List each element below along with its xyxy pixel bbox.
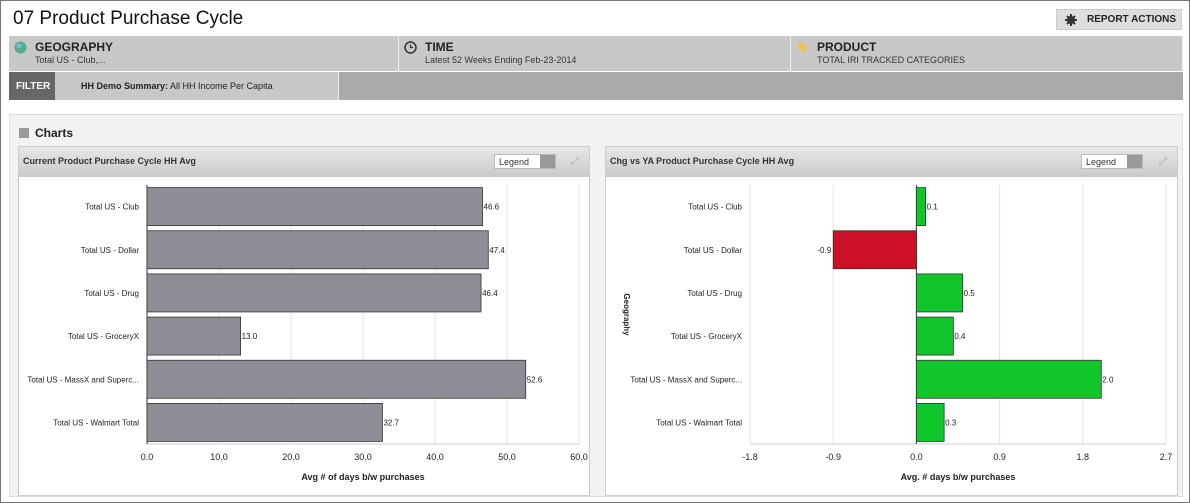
- bar: [915, 187, 927, 226]
- data-label: 52.6: [527, 375, 543, 384]
- filter-item[interactable]: HH Demo Summary: All HH Income Per Capit…: [55, 72, 339, 100]
- chevron-down-icon: [540, 155, 555, 168]
- category-label: Total US - Club: [85, 203, 139, 212]
- time-label: TIME: [425, 40, 454, 54]
- category-label: Total US - GroceryX: [68, 332, 140, 341]
- data-label: 0.3: [945, 418, 957, 427]
- chart-title: Current Product Purchase Cycle HH Avg: [23, 156, 196, 166]
- data-label: 0.4: [954, 332, 966, 341]
- geography-value: Total US - Club,...: [35, 55, 106, 65]
- geography-selector[interactable]: GEOGRAPHY Total US - Club,...: [9, 36, 399, 71]
- report-actions-label: REPORT ACTIONS: [1087, 14, 1177, 25]
- bar: [915, 403, 945, 442]
- data-label: -0.9: [817, 246, 831, 255]
- filter-key: HH Demo Summary:: [81, 81, 169, 91]
- chart-panel-current: Current Product Purchase Cycle HH Avg Le…: [18, 146, 590, 496]
- chart-change: -1.8 -0.9 0.0 0.9 1.8 2.7 Total US - Club 0.1 To…: [622, 185, 1173, 482]
- category-label: Total US - Drug: [84, 289, 139, 298]
- product-value: TOTAL IRI TRACKED CATEGORIES: [817, 55, 966, 65]
- data-label: 0.5: [964, 289, 976, 298]
- bar: [915, 316, 954, 356]
- data-label: 46.4: [482, 289, 498, 298]
- y-axis-title: Geography: [622, 293, 631, 336]
- data-label: 47.4: [489, 246, 505, 255]
- chart-current: 0.0 10.0 20.0 30.0 40.0 50.0 60.0 Total US - Cl…: [27, 185, 588, 482]
- report-actions-button[interactable]: REPORT ACTIONS: [1056, 9, 1182, 30]
- tick-label: 1.8: [1077, 452, 1090, 462]
- charts-title: Charts: [35, 126, 74, 140]
- charts-section: Charts Current Product Purchase Cycle HH…: [9, 114, 1183, 497]
- legend-dropdown[interactable]: Legend: [494, 154, 556, 169]
- data-label: 0.1: [927, 203, 939, 212]
- product-selector[interactable]: PRODUCT TOTAL IRI TRACKED CATEGORIES: [791, 36, 1183, 71]
- category-label: Total US - Dollar: [81, 246, 140, 255]
- bar: [915, 359, 1102, 399]
- tick-label: 40.0: [426, 452, 444, 462]
- page-title: 07 Product Purchase Cycle: [13, 8, 244, 29]
- geography-label: GEOGRAPHY: [35, 40, 114, 54]
- bar: [146, 273, 482, 313]
- chart-panel-change: Chg vs YA Product Purchase Cycle HH Avg …: [605, 146, 1178, 496]
- time-selector[interactable]: TIME Latest 52 Weeks Ending Feb-23-2014: [399, 36, 791, 71]
- chart-header: Chg vs YA Product Purchase Cycle HH Avg …: [606, 147, 1177, 177]
- tick-label: 20.0: [282, 452, 300, 462]
- bar: [146, 187, 483, 226]
- tick-label: 0.9: [993, 452, 1006, 462]
- tick-label: 30.0: [354, 452, 372, 462]
- clock-icon: [404, 41, 417, 54]
- gear-icon: [1065, 13, 1077, 26]
- tick-label: 60.0: [570, 452, 588, 462]
- tick-label: 50.0: [498, 452, 516, 462]
- data-label: 46.6: [484, 203, 500, 212]
- tick-label: 0.0: [910, 452, 923, 462]
- bar: [146, 316, 241, 356]
- bar: [146, 403, 383, 442]
- data-label: 13.0: [242, 332, 258, 341]
- tick-label: 0.0: [141, 452, 154, 462]
- bar: [832, 230, 917, 270]
- bar: [915, 273, 964, 313]
- product-label: PRODUCT: [817, 40, 877, 54]
- category-label: Total US - Walmart Total: [53, 418, 139, 427]
- data-label: 2.0: [1102, 375, 1114, 384]
- x-axis-title: Avg # of days b/w purchases: [301, 472, 424, 482]
- expand-icon[interactable]: ⤢: [1159, 156, 1167, 167]
- category-label: Total US - Walmart Total: [656, 418, 742, 427]
- expand-icon[interactable]: ⤢: [571, 156, 579, 167]
- category-label: Total US - Dollar: [684, 246, 743, 255]
- category-label: Total US - Club: [688, 203, 742, 212]
- collapse-icon[interactable]: [19, 128, 29, 138]
- data-label: 32.7: [383, 418, 399, 427]
- legend-label: Legend: [499, 157, 530, 167]
- tick-label: -0.9: [825, 452, 841, 462]
- category-label: Total US - MassX and Superc...: [630, 375, 742, 384]
- tag-icon: [798, 43, 808, 53]
- filter-value: All HH Income Per Capita: [168, 81, 273, 91]
- tick-label: 2.7: [1160, 452, 1173, 462]
- tick-label: 10.0: [210, 452, 228, 462]
- chart-title: Chg vs YA Product Purchase Cycle HH Avg: [610, 156, 795, 166]
- filter-bar: FILTER HH Demo Summary: All HH Income Pe…: [9, 72, 1183, 100]
- chevron-down-icon: [1127, 155, 1142, 168]
- filter-label: FILTER: [9, 72, 55, 100]
- tick-label: -1.8: [742, 452, 758, 462]
- legend-dropdown[interactable]: Legend: [1081, 154, 1143, 169]
- time-value: Latest 52 Weeks Ending Feb-23-2014: [425, 55, 577, 65]
- bar: [146, 230, 489, 270]
- legend-label: Legend: [1086, 157, 1117, 167]
- category-label: Total US - GroceryX: [671, 332, 743, 341]
- bar: [146, 359, 527, 399]
- category-label: Total US - Drug: [687, 289, 742, 298]
- category-label: Total US - MassX and Superc...: [27, 375, 139, 384]
- chart-header: Current Product Purchase Cycle HH Avg Le…: [19, 147, 589, 177]
- x-axis-title: Avg. # days b/w purchases: [901, 472, 1016, 482]
- globe-icon: [14, 41, 27, 54]
